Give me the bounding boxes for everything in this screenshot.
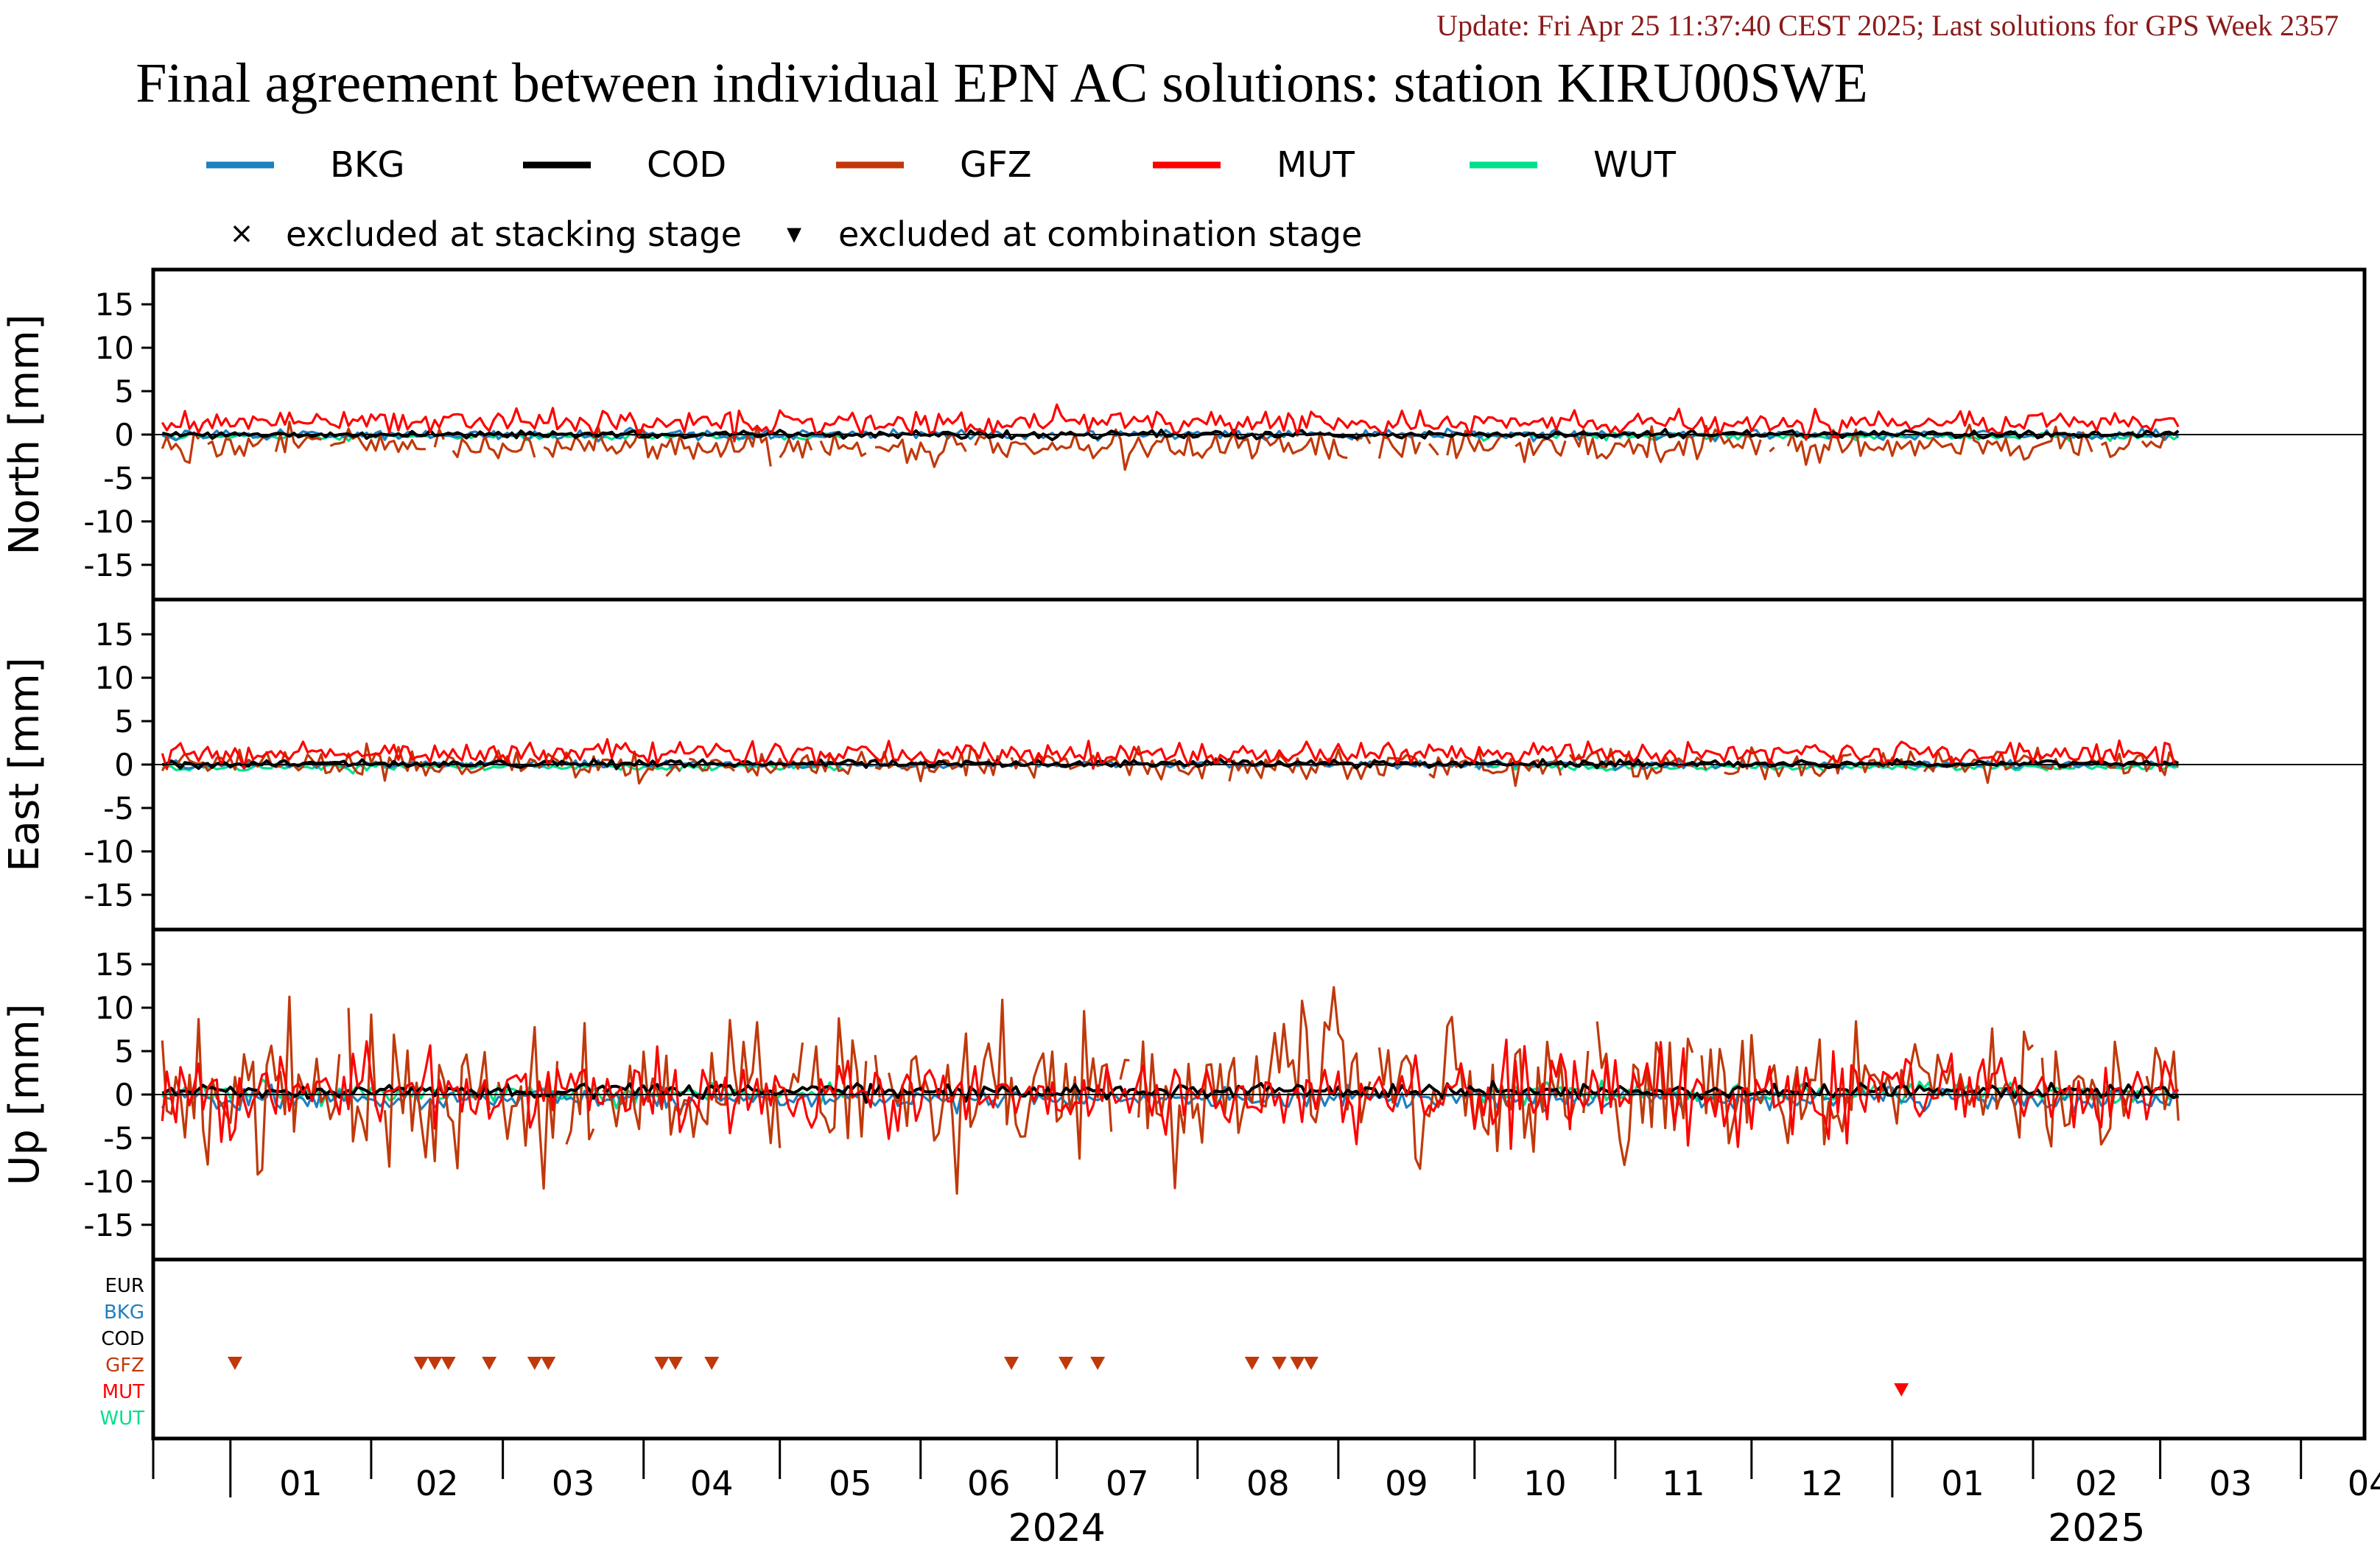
east-ylabel: East [mm] bbox=[1, 657, 49, 871]
exclusion-row-label-mut: MUT bbox=[102, 1381, 144, 1403]
month-label: 11 bbox=[1662, 1464, 1705, 1503]
month-label: 12 bbox=[1800, 1464, 1844, 1503]
month-label: 05 bbox=[829, 1464, 872, 1503]
month-label: 10 bbox=[1523, 1464, 1567, 1503]
east-ytick-label: -15 bbox=[83, 877, 134, 913]
up-ytick-label: -15 bbox=[83, 1207, 134, 1243]
series-east-cod bbox=[161, 757, 2179, 770]
up-ytick-label: -10 bbox=[83, 1164, 134, 1200]
up-ytick-label: 15 bbox=[95, 946, 134, 983]
month-label: 07 bbox=[1106, 1464, 1149, 1503]
exclusion-marker bbox=[427, 1357, 443, 1370]
exclusion-marker bbox=[1244, 1357, 1260, 1370]
month-label: 04 bbox=[2348, 1464, 2380, 1503]
east-ytick-label: 10 bbox=[95, 660, 134, 696]
east-ytick-label: 15 bbox=[95, 617, 134, 653]
legend-marker-combination: ▾ bbox=[787, 217, 801, 250]
exclusion-panel-frame bbox=[151, 1257, 2367, 1441]
exclusion-marker bbox=[1271, 1357, 1287, 1370]
exclusion-marker bbox=[541, 1357, 556, 1370]
exclusion-row-label-cod: COD bbox=[101, 1328, 144, 1350]
month-label: 03 bbox=[2209, 1464, 2253, 1503]
month-label: 08 bbox=[1246, 1464, 1290, 1503]
exclusion-marker bbox=[413, 1357, 429, 1370]
series-east-gfz bbox=[161, 742, 2180, 787]
series-north-mut bbox=[161, 403, 2180, 443]
up-ylabel: Up [mm] bbox=[1, 1003, 49, 1185]
east-ytick-label: -5 bbox=[103, 790, 134, 826]
legend-label-wut: WUT bbox=[1593, 144, 1677, 186]
exclusion-marker bbox=[1894, 1383, 1909, 1397]
legend-label-bkg: BKG bbox=[330, 144, 405, 186]
exclusion-marker bbox=[227, 1357, 242, 1370]
north-ytick-label: 10 bbox=[95, 330, 134, 366]
year-label-2025: 2025 bbox=[2048, 1506, 2145, 1545]
exclusion-marker bbox=[1090, 1357, 1106, 1370]
north-ytick-label: 15 bbox=[95, 287, 134, 323]
exclusion-marker bbox=[1059, 1357, 1074, 1370]
up-ytick-label: -5 bbox=[103, 1120, 134, 1156]
north-ytick-label: 0 bbox=[114, 417, 134, 453]
legend-label-gfz: GFZ bbox=[960, 144, 1032, 186]
exclusion-marker bbox=[482, 1357, 497, 1370]
exclusion-marker bbox=[440, 1357, 456, 1370]
exclusion-marker bbox=[654, 1357, 670, 1370]
month-label: 06 bbox=[967, 1464, 1011, 1503]
exclusion-marker bbox=[1290, 1357, 1305, 1370]
exclusion-row-label-eur: EUR bbox=[105, 1275, 144, 1297]
north-ytick-label: -5 bbox=[103, 460, 134, 496]
month-label: 02 bbox=[2075, 1464, 2119, 1503]
month-label: 01 bbox=[1941, 1464, 1984, 1503]
legend-label-stacking: excluded at stacking stage bbox=[286, 214, 742, 254]
series-north-cod bbox=[161, 427, 2180, 442]
series-north-gfz bbox=[162, 422, 2178, 470]
legend-label-combination: excluded at combination stage bbox=[838, 214, 1362, 254]
exclusion-marker bbox=[704, 1357, 720, 1370]
up-ytick-label: 10 bbox=[95, 990, 134, 1026]
month-label: 09 bbox=[1385, 1464, 1428, 1503]
month-label: 02 bbox=[415, 1464, 459, 1503]
exclusion-row-label-gfz: GFZ bbox=[105, 1355, 144, 1377]
year-label-2024: 2024 bbox=[1008, 1506, 1106, 1545]
east-ytick-label: 0 bbox=[114, 747, 134, 783]
legend-label-cod: COD bbox=[647, 144, 726, 186]
up-ytick-label: 0 bbox=[114, 1077, 134, 1113]
update-line: Update: Fri Apr 25 11:37:40 CEST 2025; L… bbox=[1436, 9, 2339, 42]
east-ytick-label: 5 bbox=[114, 703, 134, 740]
east-ytick-label: -10 bbox=[83, 834, 134, 870]
north-ylabel: North [mm] bbox=[1, 314, 49, 555]
up-ytick-label: 5 bbox=[114, 1033, 134, 1069]
exclusion-marker bbox=[1004, 1357, 1019, 1370]
exclusion-row-label-bkg: BKG bbox=[104, 1302, 144, 1324]
north-ytick-label: -15 bbox=[83, 547, 134, 583]
exclusion-row-label-wut: WUT bbox=[99, 1408, 144, 1430]
month-label: 04 bbox=[690, 1464, 734, 1503]
north-ytick-label: 5 bbox=[114, 373, 134, 410]
legend-marker-stacking: × bbox=[229, 217, 254, 250]
month-label: 03 bbox=[552, 1464, 595, 1503]
series-east-mut bbox=[161, 738, 2180, 773]
exclusion-marker bbox=[667, 1357, 683, 1370]
legend-label-mut: MUT bbox=[1277, 144, 1355, 186]
month-label: 01 bbox=[279, 1464, 323, 1503]
exclusion-marker bbox=[527, 1357, 542, 1370]
series-up-mut bbox=[161, 1039, 2179, 1151]
exclusion-marker bbox=[1303, 1357, 1319, 1370]
chart-title: Final agreement between individual EPN A… bbox=[136, 52, 1868, 114]
north-ytick-label: -10 bbox=[83, 504, 134, 540]
